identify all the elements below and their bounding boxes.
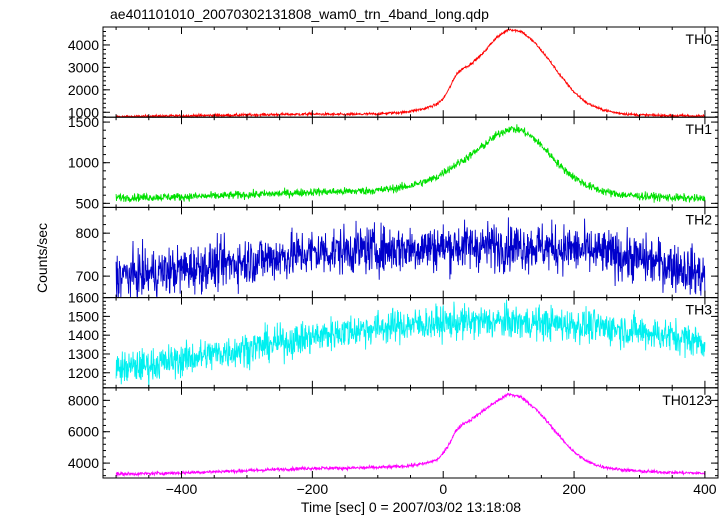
chart-title: ae401101010_20070302131808_wam0_trn_4ban… <box>110 6 489 22</box>
panel-label: TH1 <box>686 121 713 137</box>
panel-th0: TH0 1000 2000 3000 4000 <box>68 26 719 120</box>
y-tick-label: 6000 <box>68 424 99 440</box>
y-axis-label: Counts/sec <box>34 223 50 293</box>
y-tick-label: 1400 <box>68 327 99 343</box>
panel-label: TH3 <box>686 302 713 318</box>
panel-th3: TH3 1200 1300 1400 1500 1600 <box>68 290 719 389</box>
y-tick-label: 800 <box>76 225 100 241</box>
y-tick-label: 700 <box>76 268 100 284</box>
x-tick-label: 400 <box>693 481 717 497</box>
panel-th0123: TH0123 4000 6000 8000 <box>68 387 719 479</box>
y-tick-label: 1000 <box>68 104 99 120</box>
x-tick-label: 0 <box>439 481 447 497</box>
series-line-th0 <box>115 28 706 119</box>
y-tick-label: 1000 <box>68 155 99 171</box>
series-line-th3 <box>115 299 706 388</box>
series-line-th2 <box>115 217 706 299</box>
x-tick-label: −400 <box>166 481 198 497</box>
y-tick-label: 3000 <box>68 59 99 75</box>
x-tick-label: 200 <box>562 481 586 497</box>
panel-th2: TH2 700 800 <box>76 206 719 299</box>
x-tick-label: −200 <box>297 481 329 497</box>
y-tick-label: 500 <box>76 195 100 211</box>
y-tick-label: 1600 <box>68 290 99 306</box>
series-line-th0123 <box>115 392 706 478</box>
panel-label: TH0123 <box>662 392 712 408</box>
y-tick-label: 1500 <box>68 308 99 324</box>
y-tick-label: 1300 <box>68 346 99 362</box>
y-tick-label: 4000 <box>68 37 99 53</box>
panel-frame <box>102 297 719 389</box>
x-axis: −400 −200 0 200 400 <box>166 481 717 497</box>
y-tick-label: 2000 <box>68 82 99 98</box>
x-axis-label: Time [sec] 0 = 2007/03/02 13:18:08 <box>301 499 521 515</box>
panel-th1: TH1 500 1000 1500 <box>68 114 719 211</box>
panel-label: TH0 <box>686 31 713 47</box>
y-tick-label: 1500 <box>68 114 99 130</box>
panel-frame <box>102 387 719 479</box>
series-line-th1 <box>115 124 706 203</box>
y-tick-label: 8000 <box>68 392 99 408</box>
panel-label: TH2 <box>686 211 713 227</box>
y-tick-label: 4000 <box>68 455 99 471</box>
chart-panels: TH01000200030004000TH150010001500TH27008… <box>68 26 719 497</box>
y-tick-label: 1200 <box>68 365 99 381</box>
panel-frame <box>102 26 719 118</box>
